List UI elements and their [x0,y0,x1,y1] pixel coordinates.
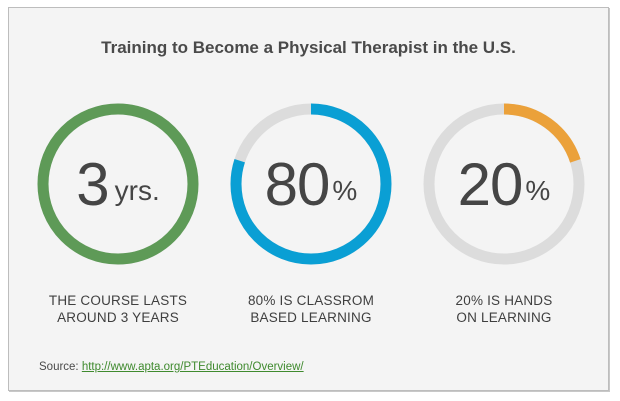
chart-title: Training to Become a Physical Therapist … [101,38,516,57]
ring-hands-on-graphic [423,103,585,265]
caption-course-years: THE COURSE LASTS AROUND 3 YEARS [18,292,218,326]
value-number: 20 [457,150,524,218]
source-note: Source: http://www.apta.org/PTEducation/… [39,361,304,373]
ring-arc-hands-on [423,103,585,265]
value-unit: % [332,175,358,206]
caption-line: 20% IS HANDS [455,293,553,308]
infographic-card: Training to Become a Physical Therapist … [8,7,609,391]
caption-line: ON LEARNING [456,310,552,325]
caption-line: BASED LEARNING [250,310,372,325]
caption-line: THE COURSE LASTS [48,293,188,308]
value-unit: % [525,175,551,206]
value-number: 80 [264,150,331,218]
ring-arc-course-years [37,103,199,265]
source-label: Source: [39,361,82,373]
ring-classroom: 80 % [229,102,393,266]
value-number: 3 [76,150,109,218]
ring-value-course-years: 3 yrs. [36,102,200,266]
value-unit: yrs. [114,175,160,206]
caption-line: AROUND 3 YEARS [57,310,179,325]
ring-classroom-graphic [230,103,392,265]
source-link[interactable]: http://www.apta.org/PTEducation/Overview… [81,361,304,373]
caption-line: 80% IS CLASSROM [247,293,375,308]
ring-value-hands-on: 20 % [422,102,586,266]
ring-value-classroom: 80 % [229,102,393,266]
ring-arc-classroom [230,103,392,265]
caption-hands-on: 20% IS HANDS ON LEARNING [404,292,604,326]
ring-course-years-graphic [37,103,199,265]
ring-course-years: 3 yrs. [36,102,200,266]
ring-hands-on: 20 % [422,102,586,266]
caption-classroom: 80% IS CLASSROM BASED LEARNING [211,292,411,326]
